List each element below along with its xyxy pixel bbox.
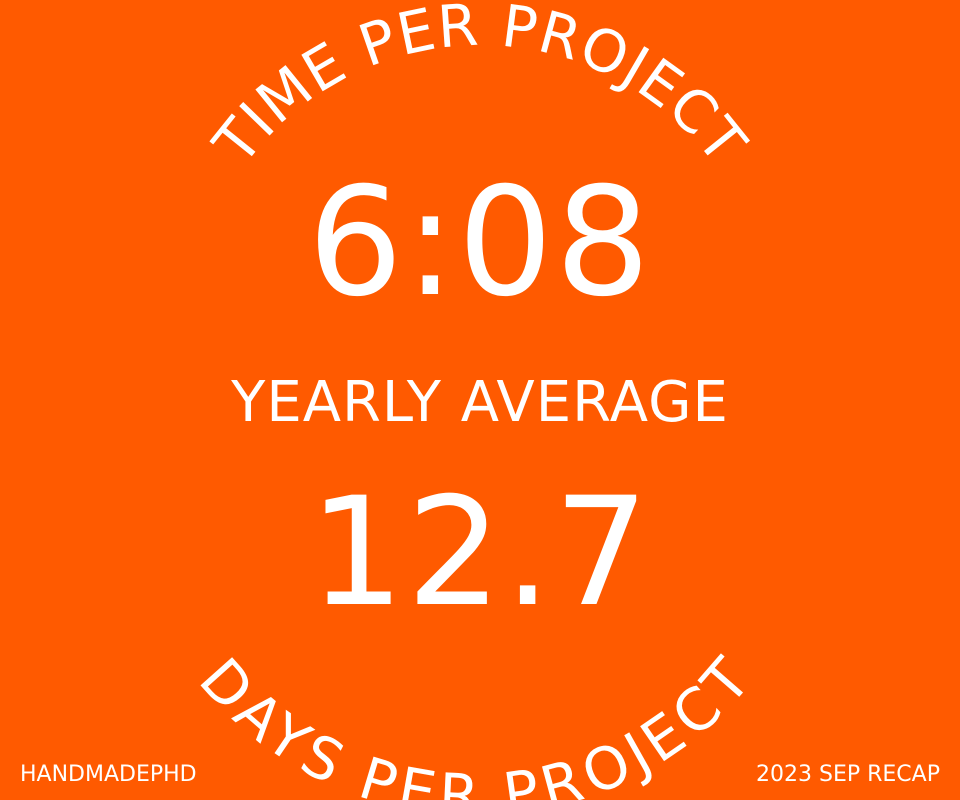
yearly-average-label: YEARLY AVERAGE	[231, 370, 729, 435]
brand-label: HANDMADEPHD	[20, 762, 197, 787]
top-arc-label: TIME PER PROJECT	[200, 0, 760, 177]
bottom-arc-label-text: DAYS PER PROJECT	[186, 645, 763, 800]
top-arc-label-text: TIME PER PROJECT	[200, 0, 759, 177]
time-per-project-value: 6:08	[307, 156, 653, 330]
recap-period-label: 2023 SEP RECAP	[756, 762, 940, 787]
bottom-arc-label: DAYS PER PROJECT	[186, 645, 764, 800]
days-per-project-value: 12.7	[309, 466, 651, 640]
